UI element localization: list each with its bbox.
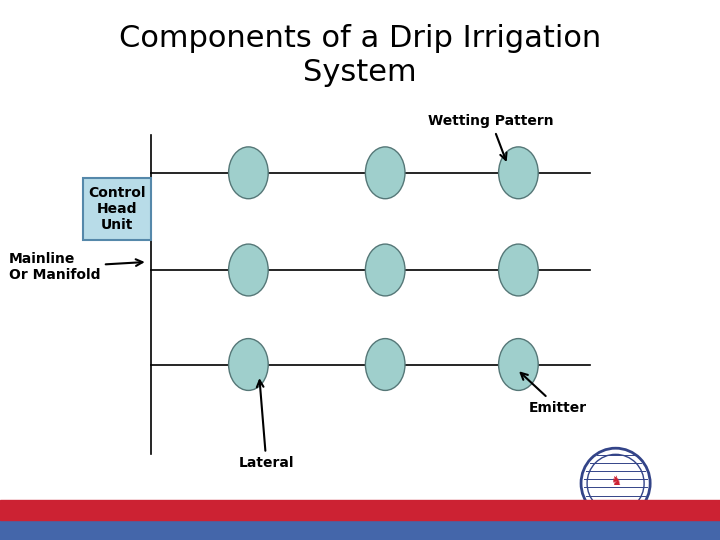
Text: Control
Head
Unit: Control Head Unit: [89, 186, 145, 232]
Text: Wetting Pattern: Wetting Pattern: [428, 114, 554, 160]
Text: Components of a Drip Irrigation
System: Components of a Drip Irrigation System: [119, 24, 601, 87]
Ellipse shape: [366, 244, 405, 296]
Ellipse shape: [228, 244, 268, 296]
Ellipse shape: [228, 339, 268, 390]
FancyBboxPatch shape: [83, 178, 151, 240]
Bar: [0, 500, 720, 519]
Text: Lateral: Lateral: [238, 380, 294, 470]
Ellipse shape: [581, 448, 650, 518]
Ellipse shape: [366, 147, 405, 199]
Text: Mainline
Or Manifold: Mainline Or Manifold: [9, 252, 143, 282]
Ellipse shape: [498, 147, 538, 199]
Bar: [0, 519, 720, 540]
Text: ♞: ♞: [610, 475, 621, 488]
Ellipse shape: [498, 339, 538, 390]
Ellipse shape: [228, 147, 268, 199]
Text: Emitter: Emitter: [521, 373, 588, 415]
Ellipse shape: [498, 244, 538, 296]
Ellipse shape: [366, 339, 405, 390]
